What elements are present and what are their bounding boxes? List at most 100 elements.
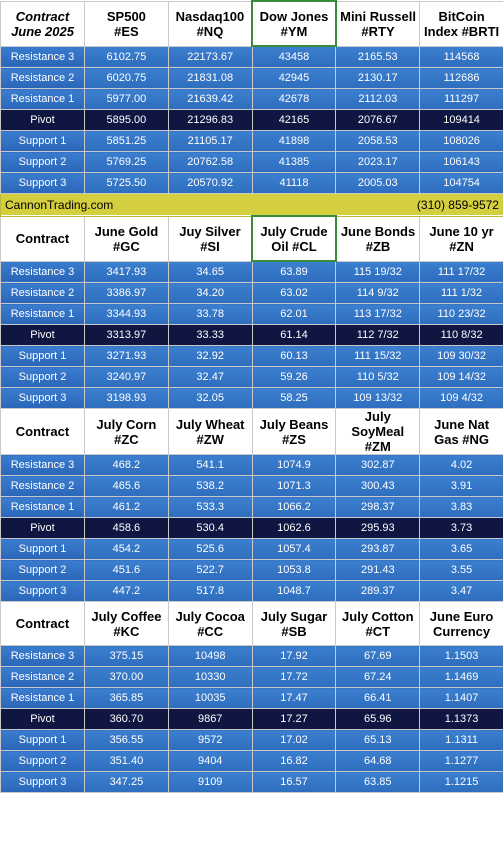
- contract-column-header: BitCoin Index #BRTI: [419, 0, 503, 47]
- level-value: 20762.58: [167, 151, 253, 173]
- level-value: 5769.25: [84, 151, 169, 173]
- contract-corner-header: Contract June 2025: [0, 0, 85, 47]
- level-value: 42945: [251, 67, 337, 89]
- level-value: 115 19/32: [335, 260, 421, 283]
- level-value: 4.02: [419, 454, 503, 476]
- phone-number: (310) 859-9572: [416, 197, 499, 212]
- contract-column-header: June 10 yr #ZN: [419, 215, 503, 262]
- level-value: 3.91: [419, 475, 503, 497]
- level-value: 2165.53: [335, 45, 421, 68]
- level-row-support-2: Support 2 5769.25 20762.58 41385 2023.17 1061…: [0, 151, 503, 173]
- level-value: 33.78: [167, 303, 253, 325]
- level-value: 34.65: [167, 260, 253, 283]
- pivot-table: Contract June 2025 SP500 #ES Nasdaq100 #NQ Dow…: [0, 0, 503, 793]
- level-value: 111 1/32: [419, 282, 503, 304]
- level-value: 468.2: [84, 454, 169, 476]
- level-value: 541.1: [167, 454, 253, 476]
- site-link[interactable]: CannonTrading.com: [5, 197, 114, 212]
- level-value: 5851.25: [84, 130, 169, 152]
- level-value: 34.20: [167, 282, 253, 304]
- contract-column-header: Juy Silver #SI: [167, 215, 253, 262]
- level-value: 298.37: [335, 496, 421, 518]
- level-value: 370.00: [84, 666, 169, 688]
- level-value: 2005.03: [335, 172, 421, 194]
- level-label: Support 3: [0, 387, 85, 409]
- level-row-support-1: Support 1 5851.25 21105.17 41898 2058.53 1080…: [0, 130, 503, 152]
- level-row-resistance-1: Resistance 1 365.85 10035 17.47 66.41 1.1407: [0, 687, 503, 709]
- level-value: 17.02: [251, 729, 337, 751]
- level-label: Support 1: [0, 729, 85, 751]
- contract-corner-header: Contract: [0, 601, 85, 646]
- level-value: 109414: [419, 109, 503, 131]
- level-value: 3271.93: [84, 345, 169, 367]
- level-value: 17.92: [251, 645, 337, 667]
- contract-corner-header: Contract: [0, 215, 85, 262]
- level-value: 1.1407: [419, 687, 503, 709]
- level-value: 5895.00: [84, 109, 169, 131]
- level-value: 293.87: [335, 538, 421, 560]
- level-value: 3417.93: [84, 260, 169, 283]
- level-row-resistance-1: Resistance 1 5977.00 21639.42 42678 2112.03 1…: [0, 88, 503, 110]
- level-value: 451.6: [84, 559, 169, 581]
- level-value: 110 5/32: [335, 366, 421, 388]
- level-value: 530.4: [167, 517, 253, 539]
- contract-column-header: July SoyMeal #ZM: [335, 408, 421, 455]
- level-label: Resistance 2: [0, 67, 85, 89]
- level-label: Support 3: [0, 580, 85, 602]
- level-label: Support 2: [0, 559, 85, 581]
- level-value: 289.37: [335, 580, 421, 602]
- contract-column-header: July Beans #ZS: [251, 408, 337, 455]
- level-value: 6102.75: [84, 45, 169, 68]
- level-row-support-1: Support 1 454.2 525.6 1057.4 293.87 3.65: [0, 538, 503, 560]
- level-value: 1.1311: [419, 729, 503, 751]
- level-label: Resistance 2: [0, 666, 85, 688]
- contract-column-header: July Cocoa #CC: [167, 601, 253, 646]
- level-value: 525.6: [167, 538, 253, 560]
- banner-cell: CannonTrading.com (310) 859-9572: [0, 193, 503, 217]
- level-value: 2112.03: [335, 88, 421, 110]
- level-value: 5977.00: [84, 88, 169, 110]
- level-value: 17.72: [251, 666, 337, 688]
- level-value: 32.92: [167, 345, 253, 367]
- level-value: 21639.42: [167, 88, 253, 110]
- level-value: 112686: [419, 67, 503, 89]
- level-row-pivot: Pivot 360.70 9867 17.27 65.96 1.1373: [0, 708, 503, 730]
- level-value: 65.13: [335, 729, 421, 751]
- level-value: 465.6: [84, 475, 169, 497]
- level-label: Pivot: [0, 109, 85, 131]
- contract-column-header: July Corn #ZC: [84, 408, 169, 455]
- level-value: 21105.17: [167, 130, 253, 152]
- level-value: 351.40: [84, 750, 169, 772]
- level-value: 58.25: [251, 387, 337, 409]
- level-label: Support 2: [0, 151, 85, 173]
- level-value: 104754: [419, 172, 503, 194]
- level-value: 3.55: [419, 559, 503, 581]
- level-row-resistance-2: Resistance 2 6020.75 21831.08 42945 2130.17 1…: [0, 67, 503, 89]
- level-value: 365.85: [84, 687, 169, 709]
- level-label: Support 1: [0, 130, 85, 152]
- level-row-resistance-3: Resistance 3 468.2 541.1 1074.9 302.87 4.02: [0, 454, 503, 476]
- level-row-pivot: Pivot 5895.00 21296.83 42165 2076.67 109414: [0, 109, 503, 131]
- section-header-row: Contract July Coffee #KC July Cocoa #CC July …: [0, 601, 503, 646]
- level-value: 42165: [251, 109, 337, 131]
- level-value: 61.14: [251, 324, 337, 346]
- level-value: 3.47: [419, 580, 503, 602]
- level-value: 111 15/32: [335, 345, 421, 367]
- level-value: 66.41: [335, 687, 421, 709]
- level-value: 1066.2: [251, 496, 337, 518]
- level-row-resistance-3: Resistance 3 375.15 10498 17.92 67.69 1.1503: [0, 645, 503, 667]
- level-row-pivot: Pivot 458.6 530.4 1062.6 295.93 3.73: [0, 517, 503, 539]
- level-value: 64.68: [335, 750, 421, 772]
- level-value: 2130.17: [335, 67, 421, 89]
- level-value: 16.82: [251, 750, 337, 772]
- level-value: 21831.08: [167, 67, 253, 89]
- level-value: 9572: [167, 729, 253, 751]
- level-row-resistance-1: Resistance 1 461.2 533.3 1066.2 298.37 3.83: [0, 496, 503, 518]
- contract-column-header: Dow Jones #YM: [251, 0, 337, 47]
- level-value: 110 23/32: [419, 303, 503, 325]
- level-row-support-1: Support 1 356.55 9572 17.02 65.13 1.1311: [0, 729, 503, 751]
- level-value: 108026: [419, 130, 503, 152]
- level-label: Resistance 3: [0, 454, 85, 476]
- level-value: 3386.97: [84, 282, 169, 304]
